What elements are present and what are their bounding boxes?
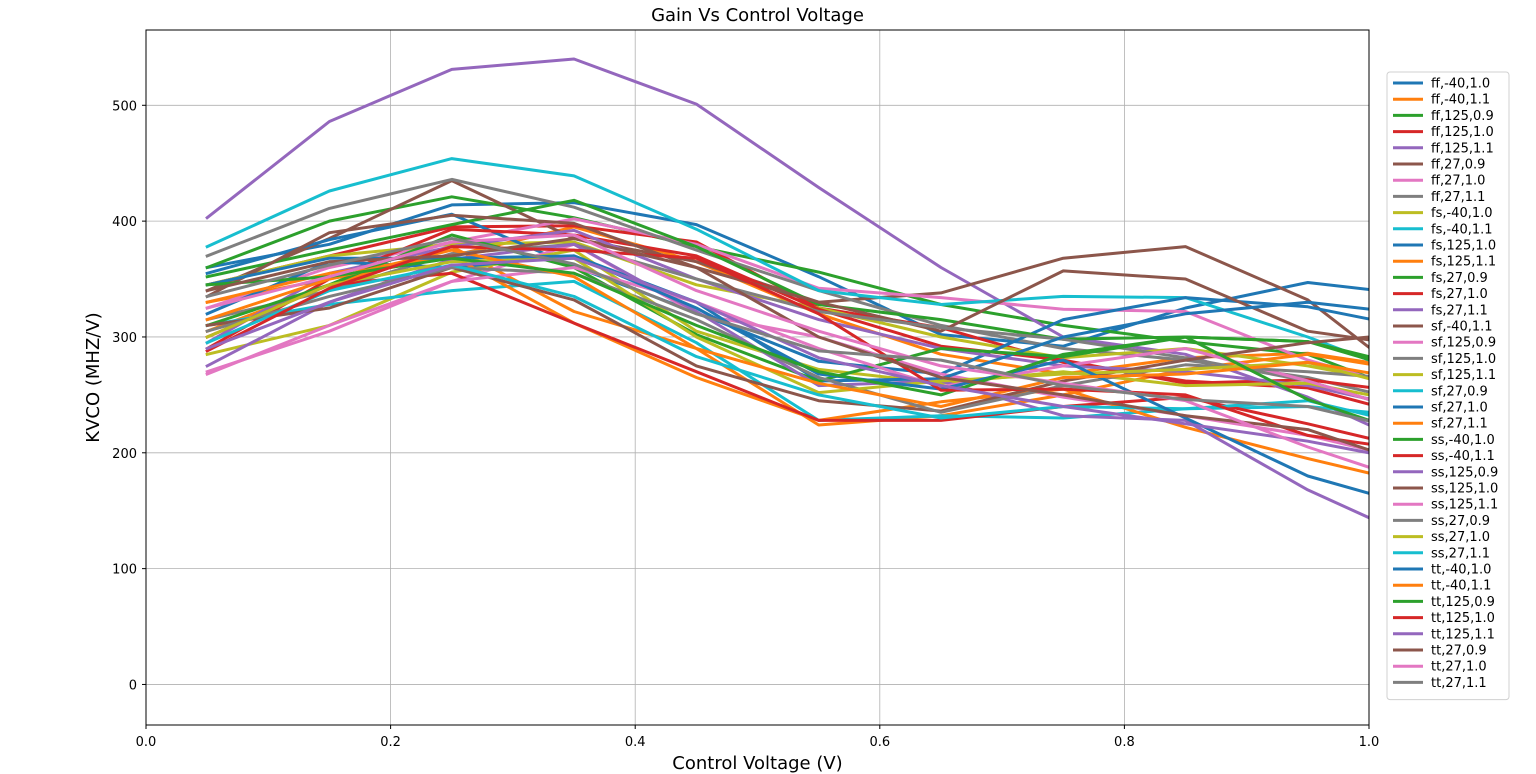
series-line-3: [205, 195, 1369, 380]
legend-label: fs,27,0.9: [1431, 271, 1488, 286]
x-tick-label: 0.8: [1114, 735, 1135, 750]
legend-label: tt,-40,1.1: [1431, 579, 1491, 594]
legend-label: ff,27,0.9: [1431, 158, 1485, 173]
legend-label: sf,27,1.1: [1431, 417, 1488, 432]
series-line-29: [205, 256, 1369, 395]
series-line-38: [205, 237, 1369, 423]
legend-label: ss,-40,1.1: [1431, 449, 1495, 464]
x-axis-title: Control Voltage (V): [672, 753, 842, 774]
series-line-35: [205, 256, 1369, 455]
x-tick-label: 0.4: [625, 735, 646, 750]
legend: ff,-40,1.0ff,-40,1.1ff,125,0.9ff,125,1.0…: [1386, 71, 1510, 701]
legend-label: sf,27,0.9: [1431, 384, 1488, 399]
plot-area: [205, 57, 1369, 520]
legend-label: tt,125,1.1: [1431, 627, 1495, 642]
legend-label: fs,27,1.0: [1431, 287, 1488, 302]
y-tick-label: 100: [112, 563, 137, 578]
series-line-33: [205, 256, 1369, 422]
series-line-15: [205, 228, 1369, 401]
legend-label: ff,27,1.1: [1431, 190, 1485, 205]
x-tick-label: 1.0: [1359, 735, 1380, 750]
series-line-23: [205, 233, 1369, 383]
series-line-34: [205, 245, 1369, 446]
y-tick-label: 200: [112, 447, 137, 462]
series-line-30: [205, 263, 1369, 420]
legend-label: ss,-40,1.0: [1431, 433, 1495, 448]
y-tick-label: 300: [112, 331, 137, 346]
legend-label: ff,-40,1.1: [1431, 93, 1490, 108]
legend-label: fs,125,1.0: [1431, 239, 1496, 254]
legend-label: tt,-40,1.0: [1431, 563, 1491, 578]
legend-label: ff,125,0.9: [1431, 109, 1494, 124]
legend-label: tt,125,0.9: [1431, 595, 1495, 610]
y-axis-title: KVCO (MHZ/V): [83, 312, 104, 442]
legend-label: ff,125,1.0: [1431, 125, 1494, 140]
legend-label: tt,27,1.1: [1431, 676, 1487, 691]
series-line-37: [205, 233, 1369, 469]
legend-label: tt,27,1.0: [1431, 660, 1487, 675]
chart-title: Gain Vs Control Voltage: [651, 5, 864, 26]
legend-label: fs,27,1.1: [1431, 303, 1488, 318]
legend-label: fs,-40,1.0: [1431, 206, 1493, 221]
legend-label: ss,125,1.1: [1431, 498, 1498, 513]
series-line-26: [205, 266, 1369, 413]
series-line-19: [205, 248, 1369, 397]
x-tick-label: 0.2: [380, 735, 401, 750]
legend-label: tt,125,1.0: [1431, 611, 1495, 626]
legend-label: ss,27,1.0: [1431, 530, 1490, 545]
series-line-11: [205, 212, 1369, 376]
legend-label: fs,125,1.1: [1431, 255, 1496, 270]
legend-label: sf,125,1.1: [1431, 368, 1496, 383]
legend-label: tt,27,0.9: [1431, 644, 1487, 659]
x-tick-label: 0.0: [136, 735, 157, 750]
legend-label: sf,27,1.0: [1431, 401, 1488, 416]
legend-label: sf,125,1.0: [1431, 352, 1496, 367]
legend-label: ss,27,0.9: [1431, 514, 1490, 529]
series-line-14: [205, 227, 1369, 389]
y-tick-label: 400: [112, 215, 137, 230]
legend-label: ss,125,0.9: [1431, 465, 1498, 480]
legend-label: ff,27,1.0: [1431, 174, 1485, 189]
ticks: 0.0 0.2 0.4 0.6 0.8 1.0 0 100 200 300 400 500: [112, 99, 1379, 750]
x-tick-label: 0.6: [869, 735, 890, 750]
legend-label: fs,-40,1.1: [1431, 222, 1493, 237]
series-line-16: [205, 213, 1369, 342]
legend-label: sf,-40,1.1: [1431, 320, 1493, 335]
y-tick-label: 500: [112, 99, 137, 114]
y-tick-label: 0: [129, 678, 137, 693]
axes-frame: [145, 29, 1370, 726]
legend-label: ss,27,1.1: [1431, 546, 1490, 561]
legend-label: ss,125,1.0: [1431, 482, 1498, 497]
series-line-36: [205, 237, 1369, 452]
legend-label: ff,125,1.1: [1431, 141, 1494, 156]
legend-label: ff,-40,1.0: [1431, 77, 1490, 92]
legend-label: sf,125,0.9: [1431, 336, 1496, 351]
